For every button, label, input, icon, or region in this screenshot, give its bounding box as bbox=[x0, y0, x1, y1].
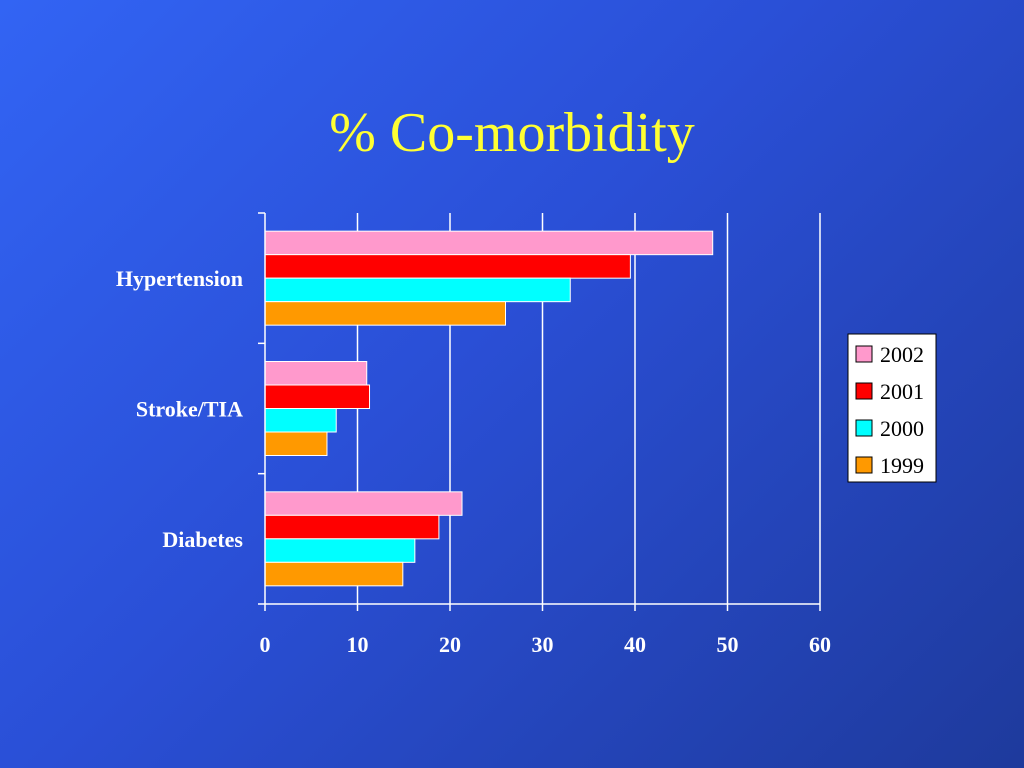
bar-stroke-tia-2000 bbox=[264, 408, 337, 433]
bar-hypertension-2000 bbox=[264, 277, 571, 303]
legend-swatch-2001 bbox=[855, 382, 873, 400]
legend-swatch-2002 bbox=[855, 345, 873, 363]
x-tick-label: 50 bbox=[717, 632, 739, 657]
category-label-stroke-tia: Stroke/TIA bbox=[136, 397, 243, 422]
x-tick-label: 0 bbox=[260, 632, 271, 657]
tick-labels: 0 10 20 30 40 50 60 bbox=[260, 632, 832, 657]
x-tick-label: 40 bbox=[624, 632, 646, 657]
category-labels: Hypertension Stroke/TIA Diabetes bbox=[116, 266, 244, 552]
legend-label-2001: 2001 bbox=[880, 379, 924, 404]
x-tick-label: 30 bbox=[532, 632, 554, 657]
bar-diabetes-2001 bbox=[264, 514, 440, 540]
category-label-diabetes: Diabetes bbox=[162, 527, 243, 552]
legend: 2002 2001 2000 1999 bbox=[847, 333, 937, 483]
legend-swatch-1999 bbox=[855, 456, 873, 474]
bar-stroke-tia-1999 bbox=[264, 431, 328, 456]
legend-label-2000: 2000 bbox=[880, 416, 924, 441]
bar-stroke-tia-2002 bbox=[264, 361, 368, 386]
bars bbox=[264, 230, 714, 587]
bar-hypertension-2001 bbox=[264, 254, 631, 279]
legend-label-2002: 2002 bbox=[880, 342, 924, 367]
category-label-hypertension: Hypertension bbox=[116, 266, 243, 291]
bar-diabetes-2002 bbox=[264, 491, 463, 516]
bar-hypertension-2002 bbox=[264, 230, 714, 256]
x-tick-label: 20 bbox=[439, 632, 461, 657]
x-tick-label: 60 bbox=[809, 632, 831, 657]
legend-swatch-2000 bbox=[855, 419, 873, 437]
bar-diabetes-2000 bbox=[264, 538, 416, 563]
bar-stroke-tia-2001 bbox=[264, 384, 371, 409]
x-tick-label: 10 bbox=[347, 632, 369, 657]
chart-title: % Co-morbidity bbox=[329, 102, 695, 164]
bar-diabetes-1999 bbox=[264, 561, 404, 587]
legend-label-1999: 1999 bbox=[880, 453, 924, 478]
bar-hypertension-1999 bbox=[264, 301, 506, 326]
axes bbox=[258, 212, 821, 611]
